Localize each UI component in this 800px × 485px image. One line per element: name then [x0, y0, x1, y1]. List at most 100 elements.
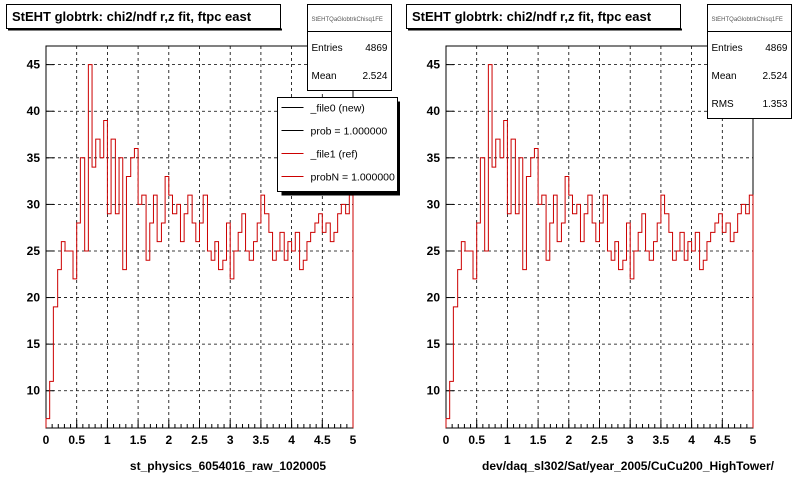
histogram-bin — [572, 214, 576, 428]
histogram-bin — [688, 242, 692, 428]
histogram-bin — [341, 204, 345, 428]
x-tick-label: 3.5 — [653, 433, 670, 447]
histogram-bin — [446, 419, 450, 428]
histogram-bin — [96, 139, 100, 428]
histogram-bin — [496, 139, 500, 428]
histogram-bin — [165, 176, 169, 428]
histogram-bin — [246, 251, 250, 428]
histogram-bin — [534, 148, 538, 428]
histogram-bin — [273, 260, 277, 428]
histogram-bin — [92, 167, 96, 428]
histogram-bin — [104, 121, 108, 428]
histogram-bin — [615, 242, 619, 428]
stats-box — [707, 4, 792, 119]
histogram-bin — [665, 214, 669, 428]
stats-box — [307, 4, 392, 91]
histogram-bin — [676, 251, 680, 428]
histogram-bin — [338, 214, 342, 428]
x-tick-label: 1.5 — [530, 433, 547, 447]
histogram-bin — [661, 195, 665, 428]
histogram-bin — [730, 242, 734, 428]
histogram-bin — [565, 176, 569, 428]
y-tick-label: 25 — [427, 244, 441, 258]
y-tick-label: 35 — [427, 151, 441, 165]
stats-label: Mean — [312, 71, 337, 82]
histogram-bin — [458, 270, 462, 428]
histogram-bin — [523, 270, 527, 428]
histogram-bin — [695, 232, 699, 428]
histogram-bin — [623, 260, 627, 428]
histogram-bin — [580, 242, 584, 428]
stats-label: Entries — [712, 43, 743, 54]
y-tick-label: 10 — [427, 384, 441, 398]
histogram-bin — [507, 214, 511, 428]
histogram-bin — [627, 223, 631, 428]
histogram-bin — [311, 232, 315, 428]
histogram-bin — [603, 195, 607, 428]
x-tick-label: 5 — [350, 433, 357, 447]
histogram-bin — [111, 139, 115, 428]
stats-histogram-name: StEHTQaGlobtrkChisq1FE — [712, 17, 783, 23]
y-tick-label: 25 — [27, 244, 41, 258]
histogram-bin — [473, 279, 477, 428]
histogram-bin — [288, 242, 292, 428]
x-tick-label: 2.5 — [591, 433, 608, 447]
histogram-bin — [119, 158, 123, 428]
histogram-panel-left: 0 0.5 1 1.5 2 2.5 3 3.5 4 4.5 5 10 15 20 25 30 35 40 45 StE… — [0, 0, 402, 480]
histogram-bin — [242, 214, 246, 428]
stats-label: RMS — [712, 99, 735, 110]
histogram-bin — [227, 223, 231, 428]
histogram-bin — [142, 195, 146, 428]
histogram-bin — [461, 242, 465, 428]
y-tick-label: 40 — [427, 104, 441, 118]
histogram-bin — [249, 260, 253, 428]
histogram-panel-right: 0 0.5 1 1.5 2 2.5 3 3.5 4 4.5 5 10 15 20 25 30 35 40 45 StE… — [400, 0, 800, 480]
histogram-bin — [741, 204, 745, 428]
histogram-bin — [654, 242, 658, 428]
histogram-bin — [269, 232, 273, 428]
histogram-bin — [126, 176, 130, 428]
y-tick-label: 45 — [27, 58, 41, 72]
histogram-bin — [734, 232, 738, 428]
histogram-bin — [161, 223, 165, 428]
histogram-bin — [657, 223, 661, 428]
x-tick-label: 2 — [165, 433, 172, 447]
histogram-bin — [480, 158, 484, 428]
histogram-bin — [153, 195, 157, 428]
x-tick-label: 2 — [565, 433, 572, 447]
histogram-bin — [131, 158, 135, 428]
histogram-bin — [177, 204, 181, 428]
histogram-bin — [500, 158, 504, 428]
histogram-bin — [649, 260, 653, 428]
histogram-bin — [746, 214, 750, 428]
title-box — [6, 4, 281, 29]
histogram-bin — [80, 158, 84, 428]
histogram-bin — [749, 195, 753, 428]
histogram-bin — [85, 251, 89, 428]
histogram-bin — [223, 260, 227, 428]
histogram-bin — [477, 223, 481, 428]
histogram-bin — [722, 232, 726, 428]
stats-value: 4869 — [765, 43, 788, 54]
x-tick-label: 3 — [627, 433, 634, 447]
histogram-bin — [61, 242, 65, 428]
stats-label: Entries — [312, 43, 343, 54]
x-tick-label: 4 — [288, 433, 295, 447]
y-tick-label: 30 — [427, 197, 441, 211]
histogram-bin — [265, 214, 269, 428]
histogram-bin — [207, 251, 211, 428]
histogram-series-line — [45, 64, 354, 428]
histogram-bin — [303, 260, 307, 428]
histogram-bin — [680, 232, 684, 428]
histogram-bin — [592, 223, 596, 428]
histogram-bin — [465, 251, 469, 428]
histogram-bin — [692, 251, 696, 428]
histogram-bin — [307, 242, 311, 428]
histogram-bin — [172, 214, 176, 428]
legend-entry-label: _file0 (new) — [310, 103, 365, 115]
histogram-bin — [561, 223, 565, 428]
histogram-bin — [58, 270, 62, 428]
histogram-bin — [280, 232, 284, 428]
histogram-bin — [669, 232, 673, 428]
histogram-bin — [261, 195, 265, 428]
